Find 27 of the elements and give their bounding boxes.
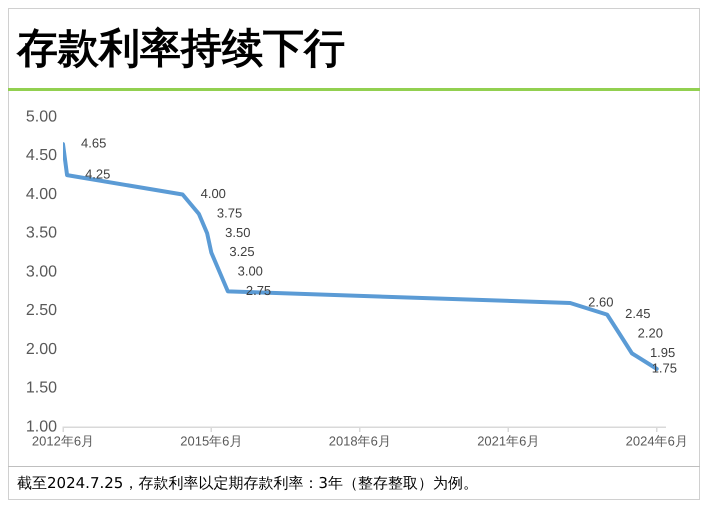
y-tick-label: 3.50 <box>26 224 58 242</box>
data-label: 2.60 <box>588 294 614 310</box>
data-label: 4.65 <box>81 136 106 151</box>
data-label: 3.25 <box>229 244 255 260</box>
text: 截至2024.7.25，存款利率以定期存款利率：3年（整存整取）为例。 <box>17 474 478 493</box>
y-tick-label: 2.00 <box>26 340 58 358</box>
data-label: 4.00 <box>200 186 226 202</box>
x-tick-label: 2015年6月 <box>180 433 242 448</box>
y-tick-label: 1.00 <box>26 418 58 436</box>
x-tick-label: 2018年6月 <box>328 433 391 448</box>
data-label: 1.95 <box>650 344 676 360</box>
x-tick-label: 2021年6月 <box>477 433 540 448</box>
x-tick-label: 2024年6月 <box>626 433 688 448</box>
data-label: 3.75 <box>216 205 242 220</box>
data-label: 2.45 <box>625 306 650 322</box>
x-tick-label: 2012年6月 <box>32 433 94 448</box>
data-label: 3.50 <box>225 224 250 240</box>
y-tick-label: 1.50 <box>26 380 58 397</box>
y-tick-label: 2.50 <box>26 302 58 320</box>
y-tick-label: 3.00 <box>26 263 58 280</box>
y-tick-label: 4.50 <box>26 147 58 164</box>
y-tick-label: 4.00 <box>26 186 58 203</box>
data-label: 4.25 <box>85 166 110 182</box>
data-label: 3.00 <box>238 264 263 279</box>
chart-title: 存款利率持续下行 <box>17 22 345 74</box>
y-tick-label: 5.00 <box>26 108 58 126</box>
data-label: 2.20 <box>638 326 663 341</box>
